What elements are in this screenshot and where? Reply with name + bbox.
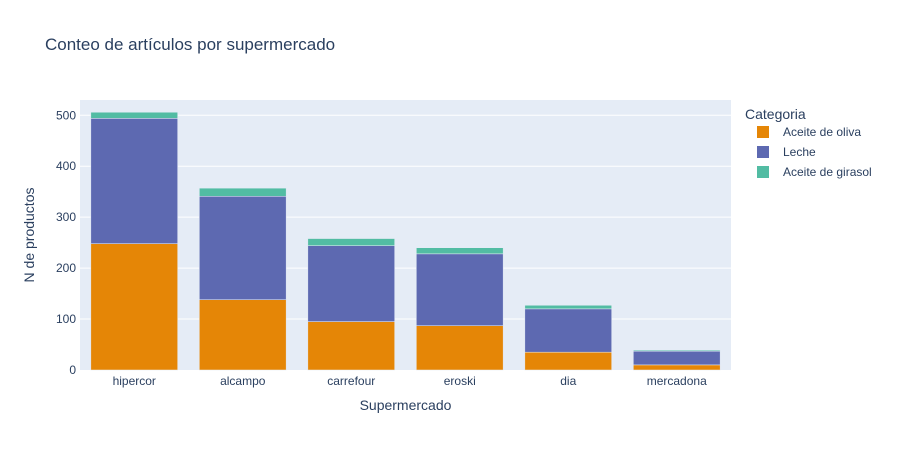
bar-mercadona-aceite-de-girasol[interactable]: [633, 349, 721, 352]
legend-title: Categoria: [745, 106, 806, 122]
y-axis-ticks: 0 100 200 300 400 500: [56, 108, 76, 377]
x-tick-label: hipercor: [113, 374, 156, 388]
gridlines: [80, 114, 731, 320]
y-tick-label: 500: [56, 108, 76, 122]
bar-carrefour-aceite-de-oliva[interactable]: [307, 321, 395, 371]
bar-hipercor-aceite-de-girasol[interactable]: [90, 111, 178, 119]
bar-alcampo-aceite-de-oliva[interactable]: [199, 299, 287, 371]
x-tick-label: eroski: [444, 374, 476, 388]
y-tick-label: 0: [69, 363, 76, 377]
bar-carrefour-leche[interactable]: [307, 245, 395, 322]
y-tick-label: 100: [56, 312, 76, 326]
bar-hipercor-leche[interactable]: [90, 118, 178, 244]
y-axis-title: N de productos: [21, 188, 37, 283]
bar-mercadona-aceite-de-oliva[interactable]: [633, 364, 721, 371]
bar-dia-aceite-de-oliva[interactable]: [524, 351, 612, 371]
x-axis-title: Supermercado: [360, 397, 452, 413]
x-axis-ticks: hipercor alcampo carrefour eroski dia mercado…: [113, 374, 708, 388]
legend-label[interactable]: Leche: [783, 145, 816, 159]
bar-mercadona-leche[interactable]: [633, 350, 721, 366]
bars: [90, 111, 721, 371]
legend-label[interactable]: Aceite de girasol: [783, 165, 872, 179]
bar-eroski-leche[interactable]: [416, 253, 504, 326]
x-tick-label: carrefour: [327, 374, 375, 388]
x-tick-label: alcampo: [220, 374, 266, 388]
plot-area: [80, 100, 731, 370]
bar-eroski-aceite-de-oliva[interactable]: [416, 325, 504, 371]
y-tick-label: 400: [56, 159, 76, 173]
legend-label[interactable]: Aceite de oliva: [783, 125, 861, 139]
y-tick-label: 200: [56, 261, 76, 275]
bar-alcampo-leche[interactable]: [199, 196, 287, 300]
x-tick-label: dia: [560, 374, 576, 388]
legend-items: Aceite de oliva Leche Aceite de girasol: [757, 125, 872, 179]
bar-dia-leche[interactable]: [524, 308, 612, 353]
bar-eroski-aceite-de-girasol[interactable]: [416, 247, 504, 255]
bar-hipercor-aceite-de-oliva[interactable]: [90, 243, 178, 371]
bar-dia-aceite-de-girasol[interactable]: [524, 305, 612, 310]
legend-swatch[interactable]: [757, 146, 769, 158]
y-tick-label: 300: [56, 210, 76, 224]
legend-swatch[interactable]: [757, 126, 769, 138]
chart-title: Conteo de artículos por supermercado: [45, 35, 335, 54]
bar-carrefour-aceite-de-girasol[interactable]: [307, 238, 395, 246]
bar-alcampo-aceite-de-girasol[interactable]: [199, 187, 287, 197]
legend-swatch[interactable]: [757, 166, 769, 178]
x-tick-label: mercadona: [647, 374, 707, 388]
